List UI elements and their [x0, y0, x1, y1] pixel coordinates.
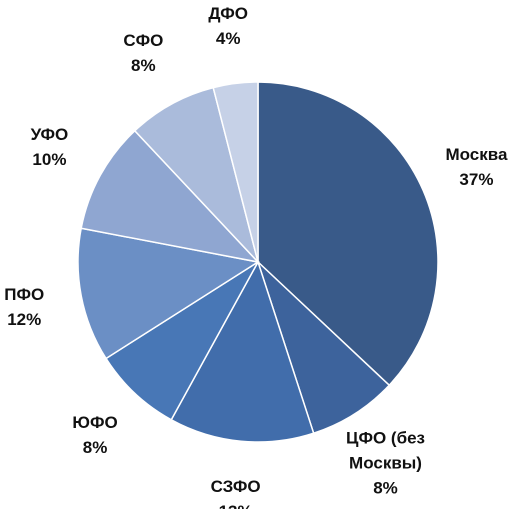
category-label: СЗФО	[210, 476, 261, 496]
category-label: СФО	[123, 31, 164, 51]
value-label: 12%	[7, 309, 42, 329]
slice-label: ДФО 4%	[168, 1, 288, 51]
pie-slice	[80, 129, 261, 264]
slice-label: СФО 8%	[83, 28, 203, 78]
value-label: 13%	[176, 499, 296, 509]
value-label: 8%	[373, 478, 398, 498]
pie-slice	[133, 86, 259, 263]
value-label: 37%	[459, 170, 494, 190]
slice-label: СЗФО 13%	[176, 474, 296, 509]
pie-slice	[212, 81, 259, 263]
category-label: Москва	[445, 145, 508, 165]
category-label: ДФО	[208, 3, 248, 23]
value-label: 10%	[32, 150, 67, 170]
value-label: 8%	[131, 56, 156, 76]
slice-label: Москва 37%	[416, 142, 526, 192]
value-label: 4%	[215, 28, 241, 48]
slice-label: ЦФО (без Москвы) 8%	[326, 425, 446, 500]
value-label: 8%	[82, 438, 108, 458]
pie-slice	[257, 261, 391, 435]
pie-slice	[170, 260, 315, 443]
category-label: ЮФО	[72, 413, 118, 433]
pie-slice	[257, 81, 439, 387]
slice-label: УФО 10%	[0, 122, 109, 172]
category-label: ПФО	[4, 284, 45, 304]
slice-label: ПФО 12%	[0, 282, 84, 332]
slice-label: ЮФО 8%	[35, 410, 155, 460]
pie-slice	[77, 227, 261, 360]
category-label: ЦФО (без Москвы)	[346, 428, 425, 473]
pie-slice	[104, 261, 259, 421]
category-label: УФО	[30, 125, 69, 145]
